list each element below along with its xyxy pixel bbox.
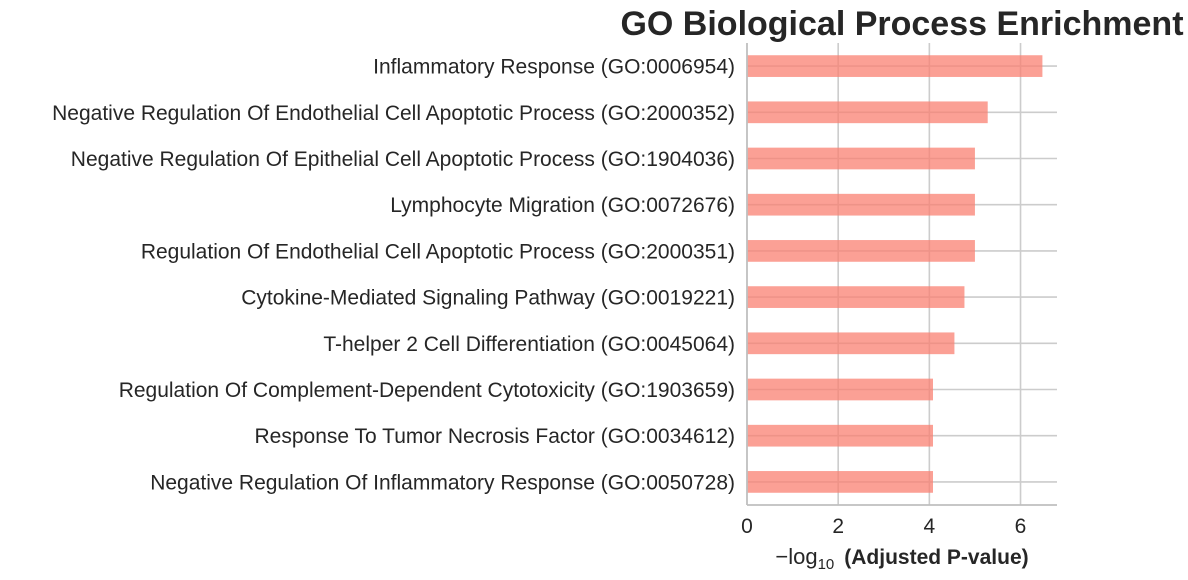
x-axis-label-prefix: −log [775,544,817,569]
bar [747,471,933,493]
x-tick-label: 0 [741,515,753,538]
y-category-label: Negative Regulation Of Endothelial Cell … [52,102,735,125]
bar [747,240,975,262]
x-tick-label: 4 [924,515,936,538]
x-axis-label-subscript: 10 [818,556,835,573]
y-category-label: Negative Regulation Of Inflammatory Resp… [150,471,735,494]
label-layer: 0 2 4 6 Inflammatory Response (GO:0006954) Ne… [52,56,1026,538]
bar [747,55,1043,77]
chart-title: GO Biological Process Enrichment [620,5,1183,43]
y-category-label: Response To Tumor Necrosis Factor (GO:00… [255,425,736,448]
bar [747,332,955,355]
x-axis-label: −log10 (Adjusted P-value) [775,544,1028,573]
bar [747,147,975,170]
y-category-label: Regulation Of Endothelial Cell Apoptotic… [141,240,735,263]
x-tick-label: 6 [1015,515,1027,538]
y-category-label: Lymphocyte Migration (GO:0072676) [390,194,735,217]
bar [747,424,933,447]
y-category-label: T-helper 2 Cell Differentiation (GO:0045… [323,333,735,356]
y-category-label: Regulation Of Complement-Dependent Cytot… [119,379,735,402]
y-category-label: Cytokine-Mediated Signaling Pathway (GO:… [241,287,735,310]
y-category-label: Negative Regulation Of Epithelial Cell A… [71,148,735,171]
bar [747,378,933,401]
bar [747,193,975,216]
x-tick-label: 2 [832,515,844,538]
y-category-label: Inflammatory Response (GO:0006954) [373,56,735,79]
x-axis-label-bold: (Adjusted P-value) [844,546,1028,569]
bar-layer [747,55,1043,493]
axis-layer [746,43,1057,506]
bar [747,101,988,124]
bar [747,286,965,308]
